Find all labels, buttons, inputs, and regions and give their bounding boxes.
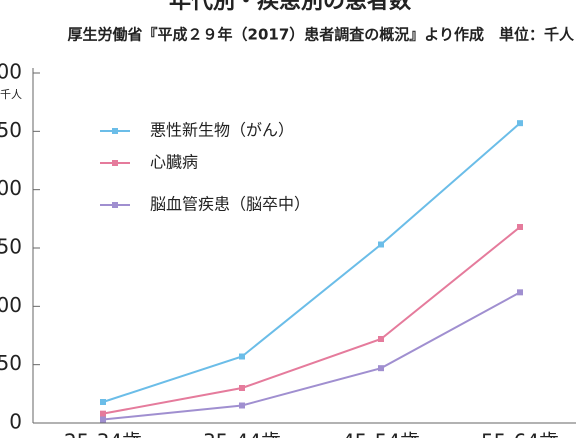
- point: [100, 399, 106, 405]
- y-tick-label: 100: [0, 293, 22, 317]
- point: [100, 416, 106, 423]
- y-tick-label: 0: [9, 410, 22, 434]
- legend-marker: [112, 202, 118, 208]
- point: [378, 241, 384, 248]
- x-tick-label: 35-44歳: [203, 430, 281, 438]
- y-tick-label: 300: [0, 60, 22, 84]
- legend-label: 悪性新生物（がん）: [150, 121, 294, 140]
- point: [239, 402, 245, 409]
- chart-title: 年代別・疾患別の患者数: [169, 0, 412, 14]
- x-tick-label: 55-64歳: [481, 430, 559, 438]
- legend-label: 脳血管疾患（脳卒中）: [150, 195, 310, 214]
- point: [239, 353, 245, 360]
- point: [517, 224, 523, 230]
- point: [100, 410, 106, 417]
- point: [378, 365, 384, 372]
- y-tick-label: 250: [0, 118, 22, 142]
- x-tick-label: 25-34歳: [64, 430, 142, 438]
- series-line: [102, 291, 521, 421]
- y-unit: 千人: [0, 88, 22, 101]
- chart-subtitle: 厚生労働省『平成２９年（2017）患者調査の概況』より作成 単位：千人: [68, 26, 575, 44]
- y-tick-label: 200: [0, 176, 22, 200]
- point: [378, 336, 384, 342]
- legend-label: 心臓病: [150, 153, 198, 172]
- legend-marker: [112, 128, 118, 134]
- series-line: [102, 122, 521, 403]
- series-line: [102, 226, 521, 415]
- y-tick-label: 50: [0, 351, 22, 375]
- point: [239, 385, 245, 391]
- y-tick-label: 150: [0, 235, 22, 259]
- point: [517, 120, 523, 127]
- x-tick-label: 45-54歳: [342, 430, 420, 438]
- legend-marker: [112, 160, 118, 166]
- point: [517, 289, 523, 296]
